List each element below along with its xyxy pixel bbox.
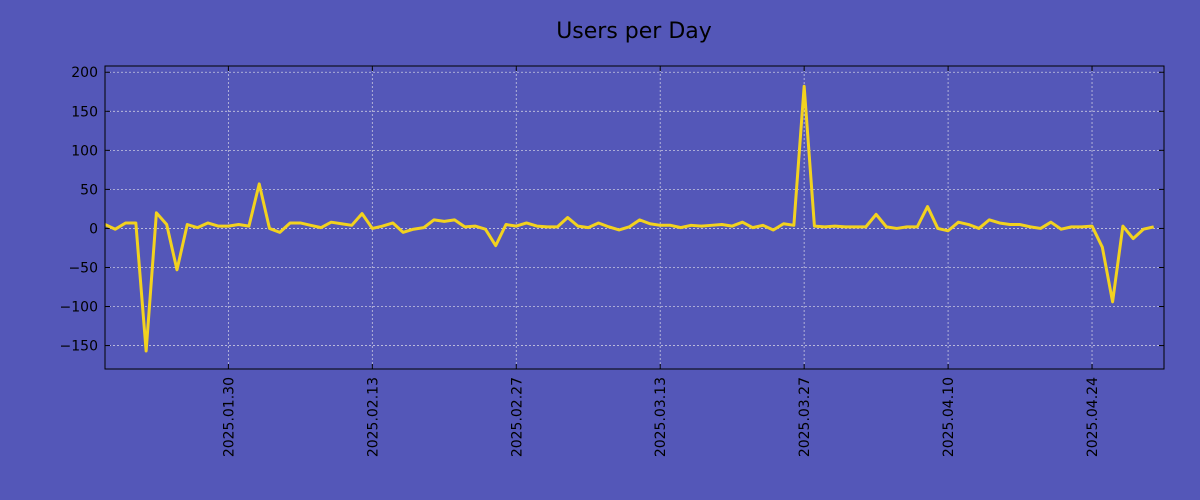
grid-lines (105, 66, 1164, 369)
series-line (104, 84, 1155, 353)
y-axis: −150 −100 −50 0 50 100 150 200 (60, 65, 1164, 355)
y-tick-label: −50 (68, 260, 98, 276)
x-tick-label: 2025.01.30 (221, 377, 237, 457)
plot-area (105, 66, 1164, 369)
x-tick-label: 2025.04.24 (1085, 377, 1101, 457)
x-tick-label: 2025.03.13 (653, 377, 669, 457)
series-group (104, 84, 1155, 353)
y-tick-label: 200 (71, 65, 98, 81)
y-tick-label: −150 (60, 339, 98, 355)
x-tick-label: 2025.03.27 (797, 377, 813, 457)
y-tick-label: 50 (80, 182, 98, 198)
y-tick-label: 0 (89, 221, 98, 237)
y-tick-label: −100 (60, 300, 98, 316)
y-tick-label: 150 (71, 104, 98, 120)
plot-frame (104, 65, 1165, 370)
x-tick-label: 2025.02.27 (509, 377, 525, 457)
y-tick-label: 100 (71, 143, 98, 159)
x-tick-label: 2025.04.10 (941, 377, 957, 457)
x-axis: 2025.01.30 2025.02.13 2025.02.27 2025.03.13… (221, 66, 1101, 457)
chart-title: Users per Day (556, 19, 712, 44)
x-tick-label: 2025.02.13 (365, 377, 381, 457)
